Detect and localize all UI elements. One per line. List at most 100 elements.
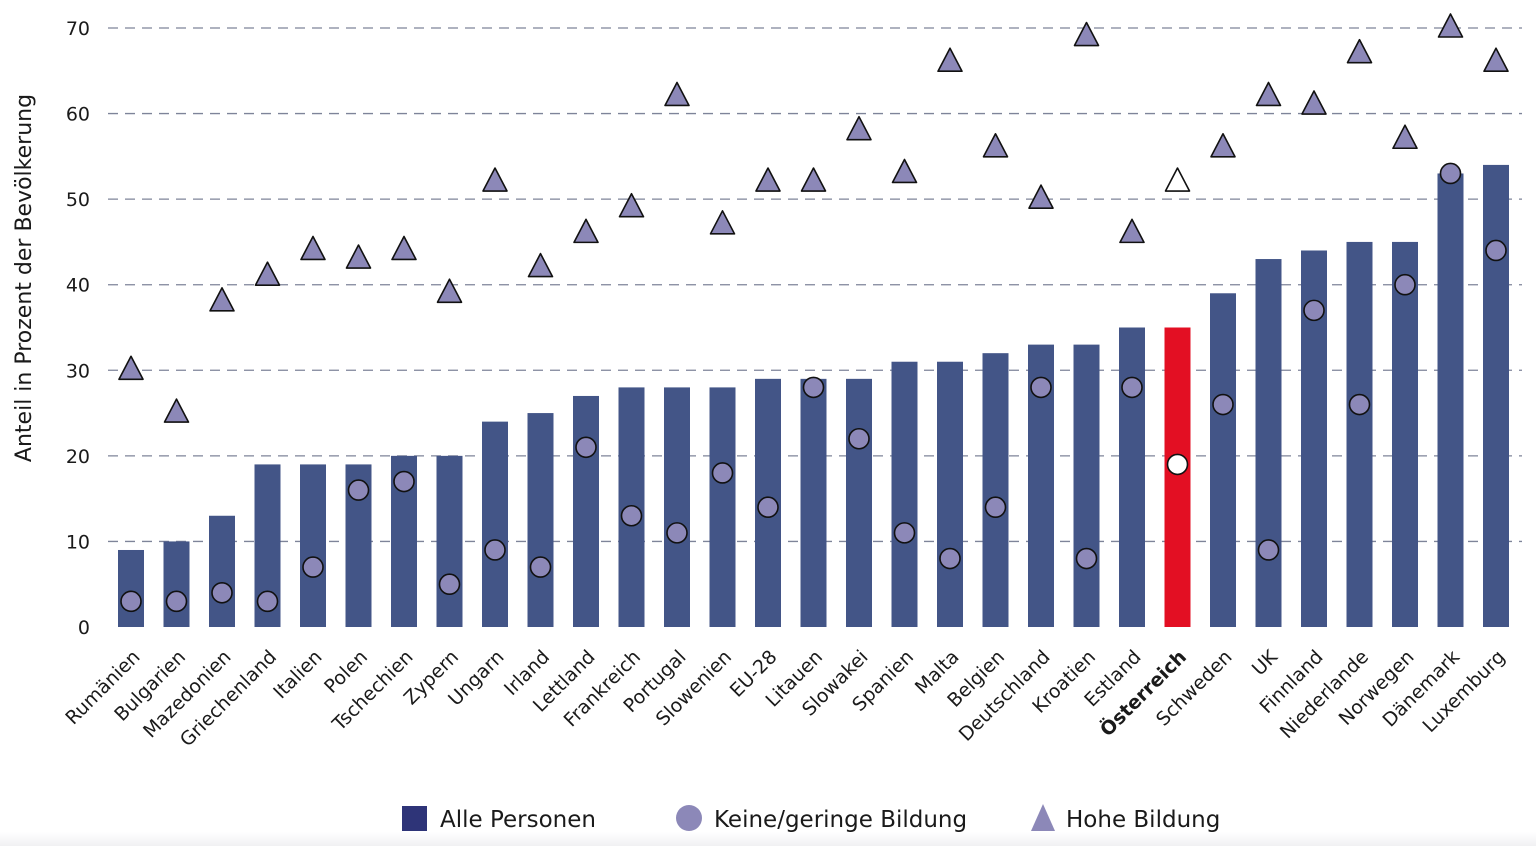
circle-marker (802, 376, 825, 399)
bar (1119, 327, 1145, 627)
triangle-marker (1392, 124, 1418, 150)
category-label: Italien (269, 646, 326, 703)
bar (800, 378, 827, 627)
bar (1255, 259, 1282, 627)
y-tick-label: 0 (78, 617, 90, 639)
triangle-markers (118, 13, 1509, 423)
circle-marker (1439, 162, 1462, 185)
triangle-marker (755, 167, 781, 192)
y-tick-label: 70 (66, 18, 90, 40)
bar (1346, 241, 1373, 627)
circle-marker (256, 590, 279, 613)
bar (482, 421, 508, 627)
y-tick-label: 30 (66, 360, 90, 382)
circle-marker (939, 547, 961, 570)
triangle-marker (1437, 13, 1464, 38)
bar (891, 361, 918, 627)
circle-marker (165, 590, 188, 613)
circle-marker (757, 496, 779, 519)
legend: Alle Personen Keine/geringe Bildung Hohe… (402, 804, 1220, 833)
circle-marker (484, 539, 506, 561)
circle-marker (1303, 299, 1325, 322)
legend-circle-swatch (676, 805, 702, 831)
bar (846, 378, 872, 627)
circle-marker (1485, 239, 1507, 262)
triangle-marker (1210, 133, 1236, 158)
circle-marker (120, 590, 142, 613)
bar (209, 515, 235, 627)
circle-markers (120, 162, 1507, 613)
bar (300, 464, 326, 627)
triangle-marker (937, 47, 963, 73)
bar (527, 413, 554, 627)
bar (1483, 164, 1509, 627)
triangle-marker (1255, 81, 1282, 107)
y-axis-title: Anteil in Prozent der Bevölkerung (12, 94, 37, 462)
circle-marker (1394, 273, 1416, 296)
circle-marker (848, 427, 870, 450)
circle-marker (711, 462, 734, 484)
y-tick-label: 60 (66, 104, 90, 126)
legend-triangle-swatch (1031, 804, 1055, 831)
triangle-marker (118, 355, 144, 381)
circle-marker (620, 504, 643, 527)
bar (1164, 327, 1191, 627)
legend-label-triangles: Hohe Bildung (1066, 807, 1220, 833)
circle-marker (302, 556, 324, 578)
y-tick-label: 10 (66, 531, 90, 553)
circle-marker (393, 470, 415, 493)
triangle-marker (391, 235, 417, 261)
triangle-marker (345, 244, 372, 269)
triangle-marker (982, 133, 1009, 158)
triangle-marker (1073, 21, 1100, 47)
category-labels: RumänienBulgarienMazedonienGriechenlandI… (61, 645, 1509, 752)
bar (709, 387, 736, 627)
circle-marker (1257, 539, 1280, 561)
legend-label-circles: Keine/geringe Bildung (714, 807, 967, 833)
circle-marker (1030, 376, 1052, 399)
circle-marker (893, 522, 916, 544)
bar (937, 361, 963, 627)
triangle-marker (1164, 167, 1191, 192)
y-tick-labels: 0 10 20 30 40 50 60 70 (66, 18, 90, 639)
triangle-marker (436, 278, 463, 304)
circle-marker (211, 581, 233, 604)
bar (1392, 241, 1418, 627)
triangle-marker (891, 158, 918, 184)
triangle-marker (846, 115, 872, 141)
triangle-marker (1483, 47, 1509, 73)
bar (118, 549, 144, 627)
circle-marker (1212, 393, 1234, 416)
circle-marker (984, 496, 1007, 519)
legend-label-bars: Alle Personen (440, 807, 596, 833)
bar (573, 395, 599, 627)
circle-marker (347, 479, 370, 501)
circle-marker (438, 573, 461, 596)
circle-marker (529, 556, 552, 578)
bar (1210, 293, 1236, 627)
y-tick-label: 50 (66, 189, 90, 211)
triangle-marker (1028, 184, 1054, 209)
triangle-marker (1301, 90, 1327, 115)
circle-marker (1166, 453, 1189, 476)
triangle-marker (163, 398, 190, 423)
triangle-marker (300, 235, 326, 261)
y-tick-label: 40 (66, 275, 90, 297)
bar (982, 353, 1009, 627)
bar (1437, 173, 1464, 627)
bar (1073, 344, 1100, 627)
triangle-marker (482, 167, 508, 192)
circle-marker (666, 522, 688, 544)
circle-marker (1075, 547, 1098, 570)
circle-marker (1121, 376, 1143, 399)
triangle-marker (618, 192, 645, 218)
triangle-marker (573, 218, 599, 244)
legend-bar-swatch (402, 806, 427, 831)
bar (163, 541, 190, 627)
triangle-marker (664, 81, 690, 107)
circle-marker (1348, 393, 1371, 416)
y-tick-label: 20 (66, 446, 90, 468)
bar (664, 387, 690, 627)
triangle-marker (1119, 218, 1145, 244)
